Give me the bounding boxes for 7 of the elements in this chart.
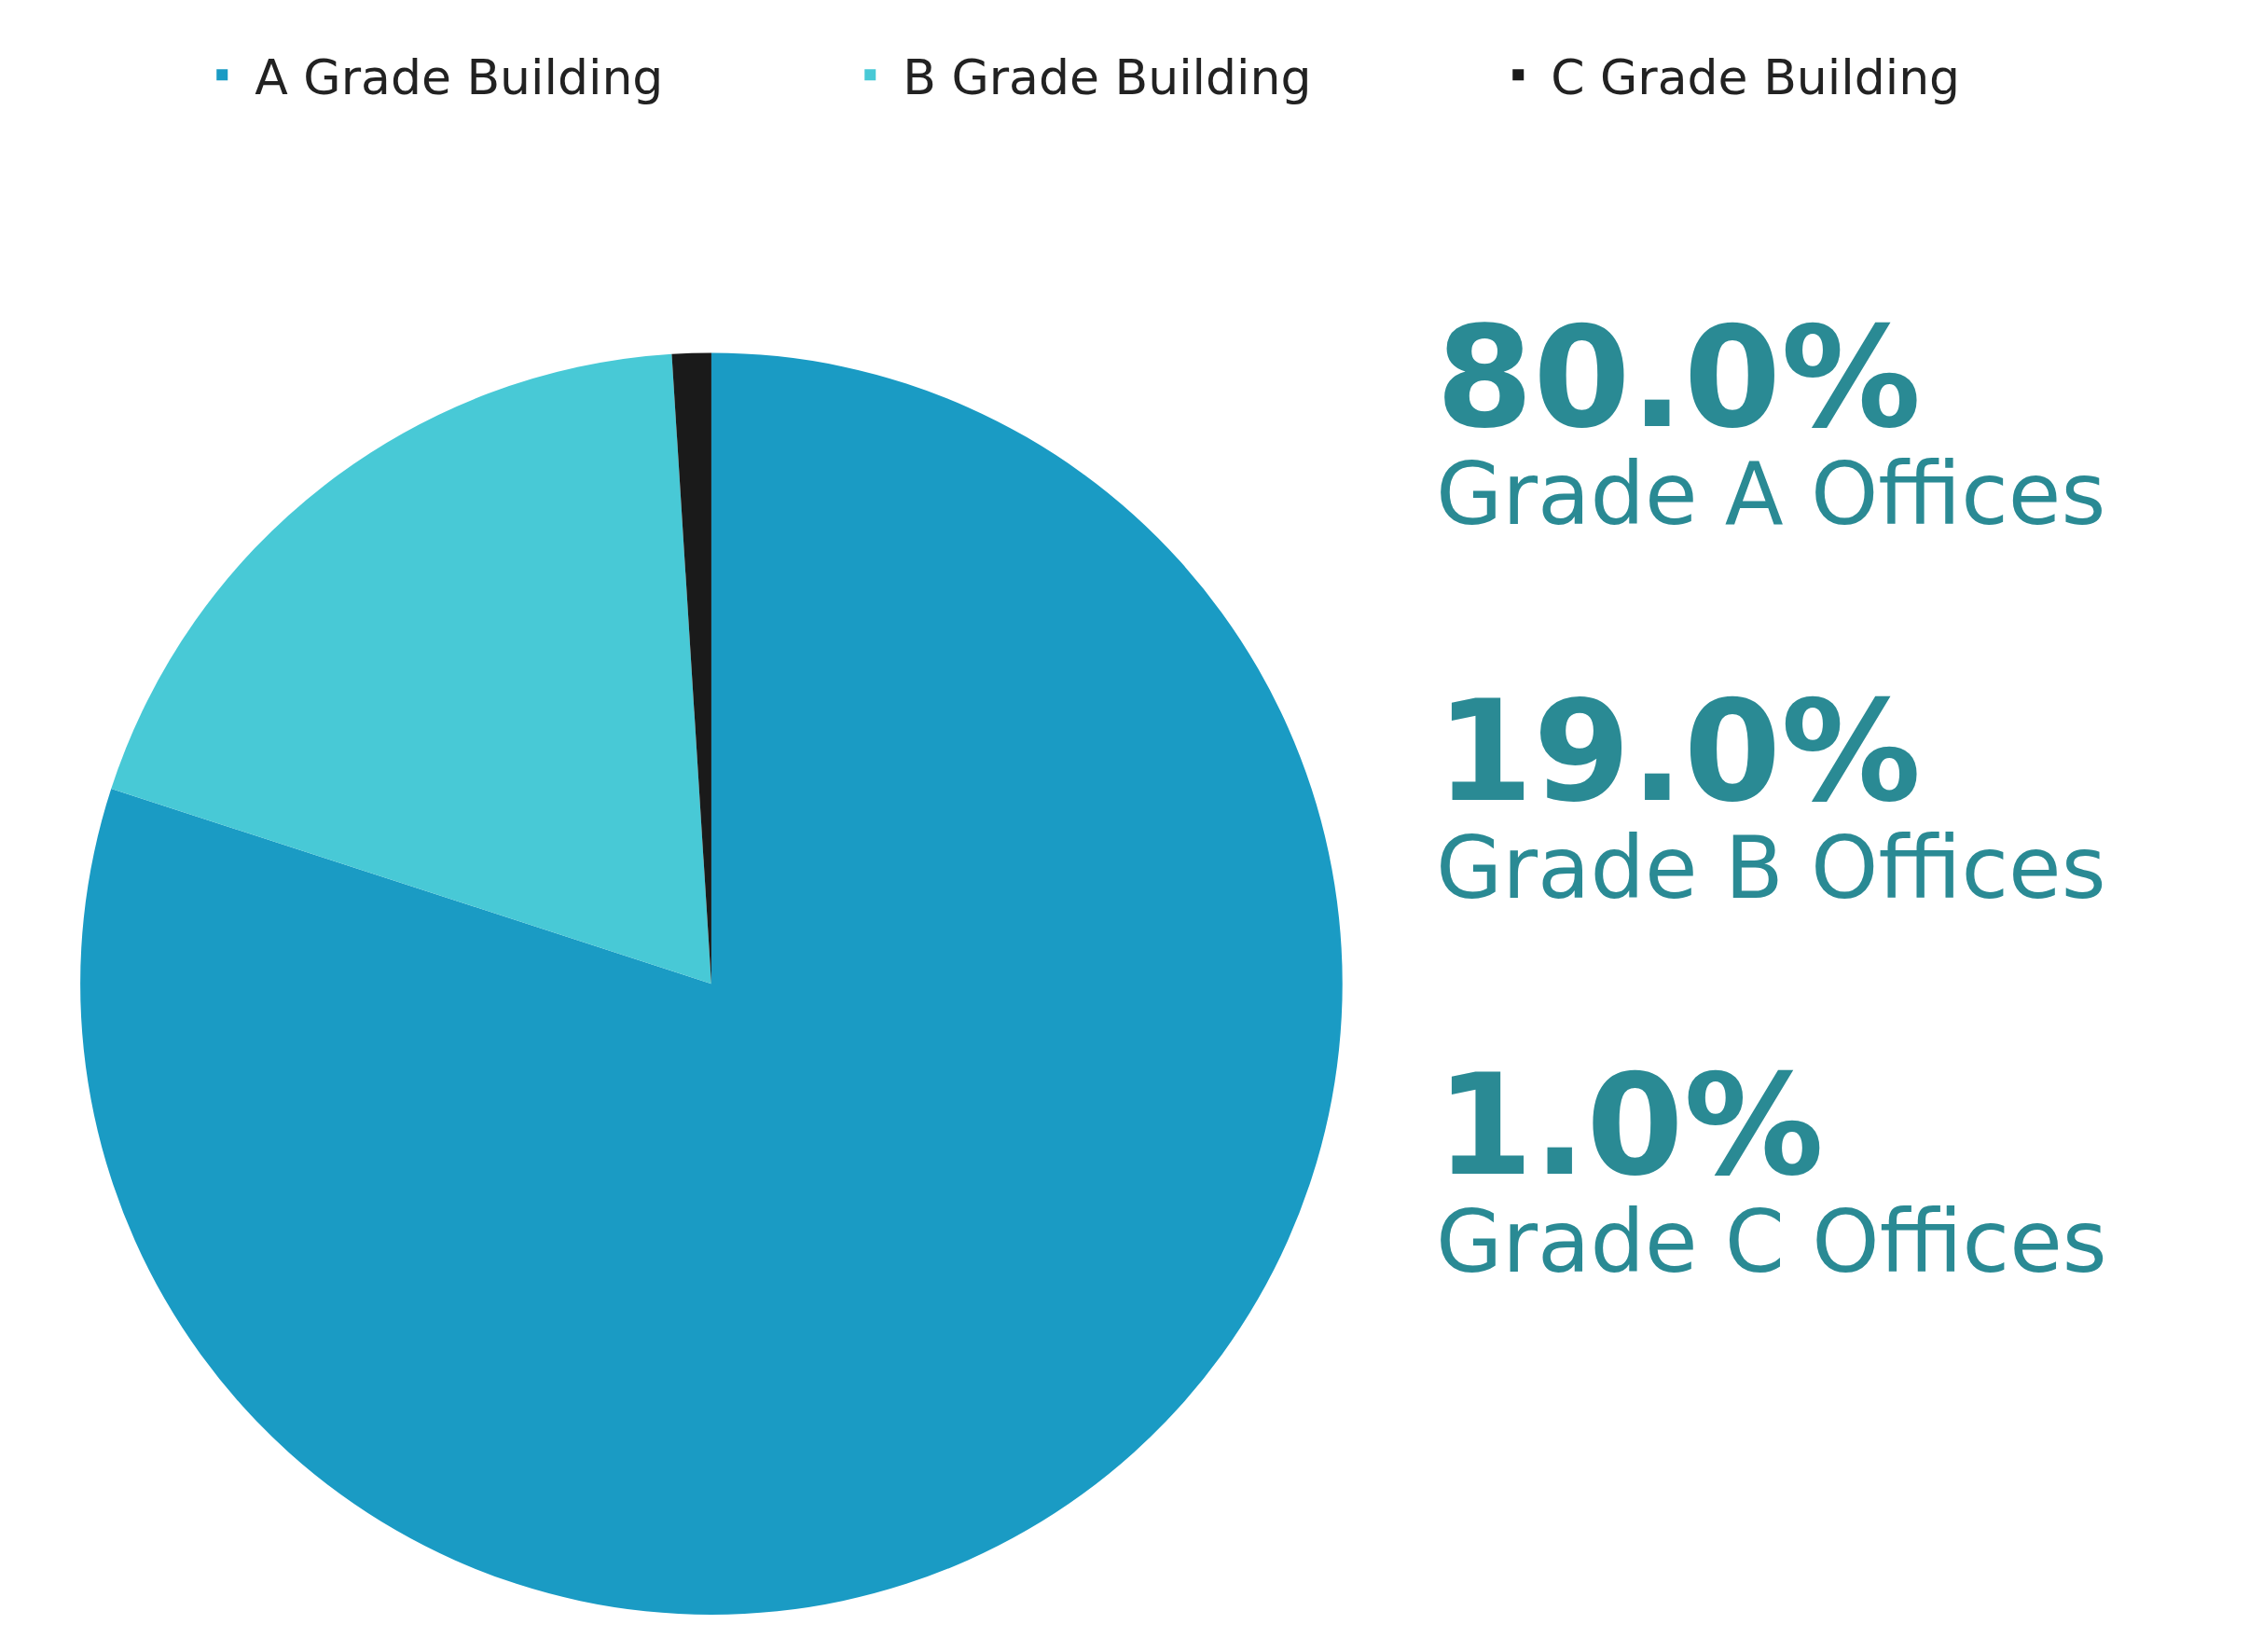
pie-slice xyxy=(111,353,711,984)
pie-slice xyxy=(81,352,1343,1615)
legend-label: C Grade Building xyxy=(1551,48,1961,105)
legend-label: B Grade Building xyxy=(903,48,1312,105)
text: Grade B Offices xyxy=(1436,819,2107,919)
legend-label: A Grade Building xyxy=(255,48,664,105)
text: Grade C Offices xyxy=(1436,1192,2108,1293)
